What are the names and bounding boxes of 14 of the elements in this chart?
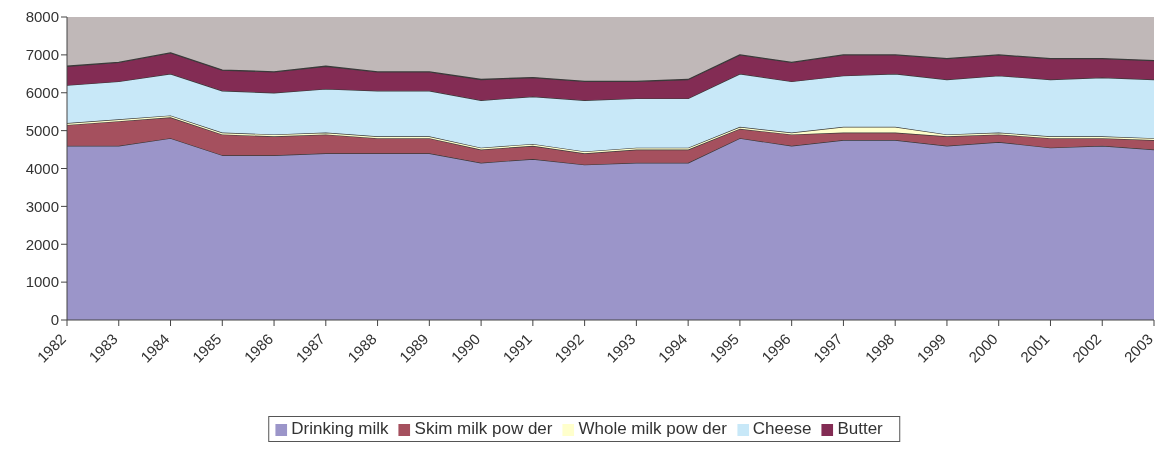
legend-label: Cheese: [752, 419, 812, 438]
legend-label: Whole milk pow der: [578, 419, 727, 438]
legend-label: Drinking milk: [291, 419, 389, 438]
legend-label: Skim milk pow der: [414, 419, 553, 438]
y-tick-label: 1000: [25, 273, 59, 291]
y-tick-label: 4000: [25, 159, 59, 177]
y-tick-label: 6000: [25, 84, 59, 102]
y-tick-label: 7000: [25, 46, 59, 64]
y-tick-label: 3000: [25, 197, 59, 215]
legend-label: Butter: [837, 419, 883, 438]
y-tick-label: 2000: [25, 235, 59, 253]
y-tick-label: 8000: [25, 8, 59, 26]
y-tick-label: 5000: [25, 121, 59, 139]
y-tick-label: 0: [50, 311, 59, 329]
